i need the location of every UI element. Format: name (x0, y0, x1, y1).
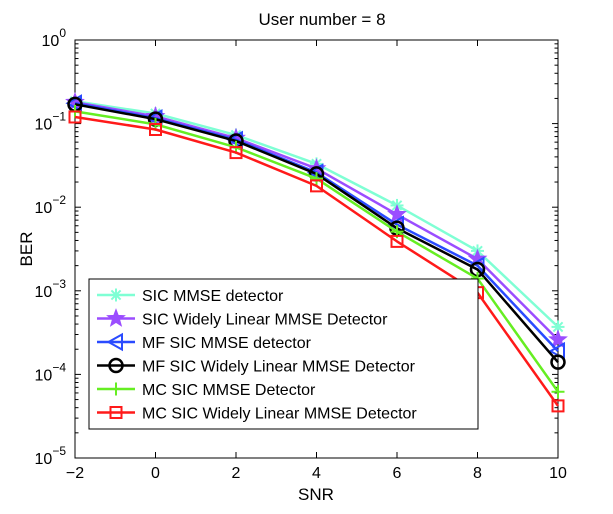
y-tick-exponent: −3 (52, 277, 66, 291)
asterisk-marker (109, 288, 123, 302)
x-tick-label: 0 (151, 465, 160, 482)
x-tick-label: 6 (393, 465, 402, 482)
x-tick-label: 8 (473, 465, 482, 482)
y-tick-base: 10 (35, 284, 53, 301)
legend-label: MF SIC MMSE detector (142, 335, 312, 352)
plus-marker (310, 172, 323, 186)
legend-item: MC SIC MMSE Detector (97, 382, 316, 399)
legend-label: MC SIC MMSE Detector (142, 382, 316, 399)
y-tick-label: 10−2 (35, 193, 67, 217)
y-tick-base: 10 (35, 451, 53, 468)
legend-label: SIC Widely Linear MMSE Detector (142, 312, 388, 329)
y-tick-base: 10 (35, 117, 53, 134)
square-marker (68, 110, 82, 124)
circle-marker (550, 354, 566, 370)
y-tick-exponent: −5 (52, 444, 66, 458)
legend-item: MF SIC MMSE detector (97, 332, 312, 352)
triangle-marker (106, 332, 123, 352)
x-tick-label: 2 (232, 465, 241, 482)
legend-item: MF SIC Widely Linear MMSE Detector (97, 357, 416, 376)
legend-item: SIC MMSE detector (97, 288, 284, 305)
y-tick-label: 10−5 (35, 444, 67, 468)
square-marker (310, 179, 323, 193)
x-axis-label: SNR (298, 485, 334, 504)
y-tick-label: 100 (42, 26, 67, 50)
y-tick-base: 10 (35, 367, 53, 384)
y-tick-exponent: −1 (52, 110, 66, 124)
square-marker (109, 406, 123, 419)
x-tick-label: 4 (312, 465, 321, 482)
y-tick-label: 10−3 (35, 277, 67, 301)
legend-label: MC SIC Widely Linear MMSE Detector (142, 406, 417, 423)
legend-item: SIC Widely Linear MMSE Detector (97, 308, 388, 329)
y-tick-label: 10−1 (35, 110, 67, 134)
y-tick-label: 10−4 (35, 360, 67, 384)
square-marker (229, 146, 243, 160)
y-tick-base: 10 (42, 33, 60, 50)
star-marker (387, 203, 407, 223)
chart-title: User number = 8 (258, 10, 385, 29)
x-tick-label: −2 (66, 465, 84, 482)
y-tick-base: 10 (35, 200, 53, 217)
square-marker (551, 399, 565, 413)
y-axis-label: BER (17, 232, 36, 267)
y-tick-exponent: 0 (59, 26, 66, 40)
plus-marker (109, 382, 123, 396)
legend-item: MC SIC Widely Linear MMSE Detector (97, 406, 417, 423)
legend-label: MF SIC Widely Linear MMSE Detector (142, 359, 416, 376)
y-tick-exponent: −4 (52, 360, 66, 374)
legend-label: SIC MMSE detector (142, 288, 284, 305)
series-layer (65, 91, 568, 413)
square-marker (149, 123, 162, 137)
legend: SIC MMSE detector SIC Widely Linear MMSE … (88, 278, 479, 430)
star-marker (548, 329, 568, 349)
legend-box (88, 278, 479, 430)
square-marker (390, 234, 404, 248)
circle-marker (108, 357, 124, 374)
plus-marker (551, 385, 565, 399)
star-marker (106, 308, 126, 327)
y-tick-exponent: −2 (52, 193, 66, 207)
x-tick-label: 10 (549, 465, 567, 482)
